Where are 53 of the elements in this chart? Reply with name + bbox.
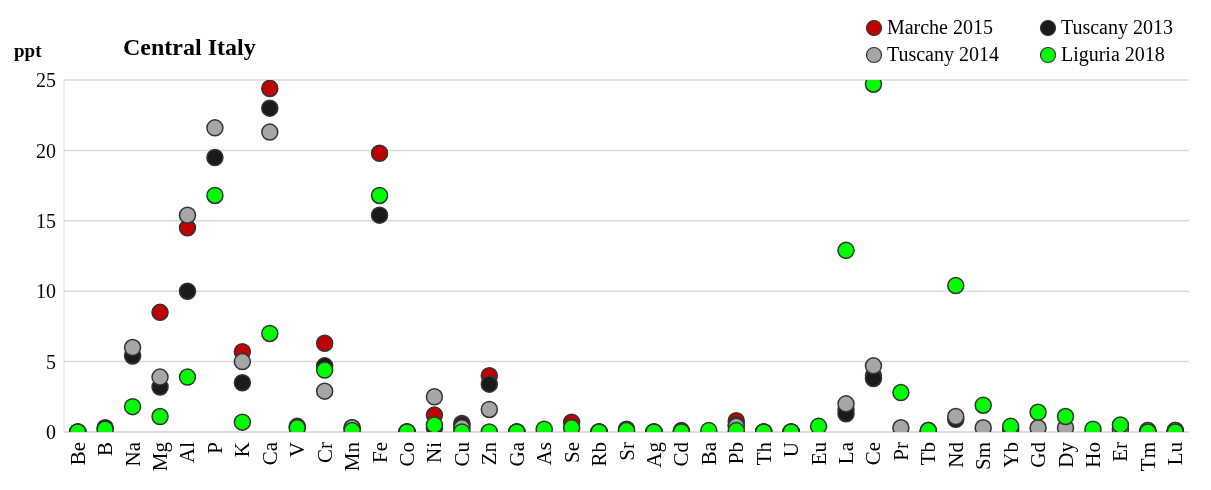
x-tick-label: U	[779, 442, 804, 458]
x-tick-label: Tm	[1135, 442, 1160, 472]
x-tick-label: Ag	[641, 441, 666, 468]
x-tick-label: Dy	[1053, 441, 1078, 468]
x-tick-label: V	[285, 442, 310, 458]
x-tick-label: Lu	[1163, 441, 1188, 466]
x-tick-label: Zn	[477, 441, 502, 466]
x-tick-label: Rb	[587, 442, 612, 467]
x-tick-label: Ga	[504, 441, 529, 467]
x-tick-label: P	[202, 442, 227, 454]
x-tick-label: Ho	[1080, 442, 1105, 468]
x-tick-label: K	[230, 442, 255, 458]
y-tick-label: 0	[46, 421, 56, 444]
x-tick-label: Yb	[998, 442, 1023, 468]
x-tick-label: Se	[559, 442, 584, 463]
x-tick-label: Tb	[916, 442, 941, 466]
x-tick-label: B	[93, 442, 118, 457]
x-tick-label: Pr	[888, 442, 913, 461]
x-tick-label: Na	[120, 441, 145, 467]
x-tick-label: Eu	[806, 441, 831, 466]
chart-title: Central Italy	[123, 34, 256, 61]
x-tick-label: Cu	[449, 441, 474, 467]
x-tick-label: Co	[394, 442, 419, 467]
y-tick-label: 15	[36, 209, 56, 232]
x-tick-label: Al	[175, 441, 200, 463]
x-tick-label: Ba	[696, 441, 721, 466]
y-tick-label: 5	[46, 350, 56, 373]
x-tick-label: Er	[1108, 442, 1133, 462]
x-tick-label: Th	[751, 441, 776, 466]
x-tick-label: Be	[65, 442, 90, 466]
legend-label: Liguria 2018	[1060, 43, 1165, 66]
x-tick-label: La	[834, 441, 859, 465]
y-axis-title: ppt	[14, 40, 42, 62]
x-tick-label: Mg	[148, 441, 173, 472]
x-tick-label: Nd	[943, 441, 968, 468]
x-tick-label: Mn	[340, 441, 365, 472]
x-tick-label: Ni	[422, 441, 447, 463]
y-tick-label: 10	[36, 280, 56, 303]
y-tick-label: 25	[36, 69, 56, 92]
legend-label: Marche 2015	[886, 16, 993, 39]
legend-label: Tuscany 2014	[886, 43, 999, 66]
x-tick-label: Pb	[724, 442, 749, 465]
x-tick-label: As	[532, 442, 557, 466]
x-tick-label: Sr	[614, 442, 639, 461]
x-tick-label: Sm	[971, 442, 996, 471]
x-tick-label: Gd	[1026, 441, 1051, 468]
x-tick-label: Cd	[669, 441, 694, 467]
x-tick-label: Fe	[367, 442, 392, 463]
y-tick-label: 20	[36, 139, 56, 162]
legend-label: Tuscany 2013	[1060, 16, 1173, 39]
x-tick-label: Ce	[861, 442, 886, 466]
x-tick-label: Cr	[312, 441, 337, 463]
x-tick-label: Ca	[257, 441, 282, 466]
